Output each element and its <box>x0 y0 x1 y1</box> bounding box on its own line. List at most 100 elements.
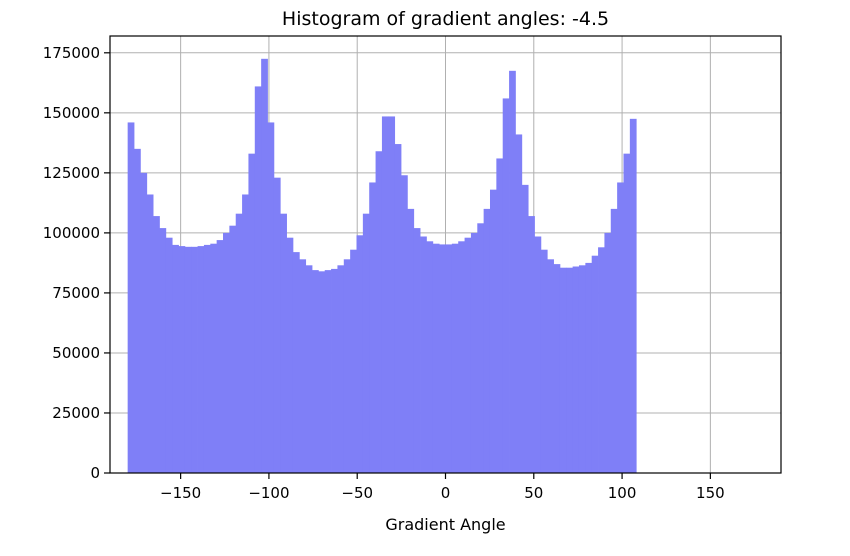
histogram-bar <box>578 265 586 473</box>
y-tick-label: 125000 <box>43 164 100 182</box>
histogram-bar <box>394 144 402 474</box>
histogram-bar <box>629 118 637 473</box>
y-tick-label: 25000 <box>52 404 100 422</box>
histogram-bar <box>553 264 561 473</box>
histogram-bars <box>127 58 637 474</box>
histogram-bar <box>401 175 408 473</box>
x-tick-label: 150 <box>696 484 725 502</box>
histogram-bar <box>362 213 370 473</box>
histogram-bar <box>521 184 529 473</box>
histogram-bar <box>528 216 535 474</box>
histogram-bar <box>286 237 294 473</box>
histogram-bar <box>591 255 599 473</box>
histogram-bar <box>254 86 262 473</box>
histogram-bar <box>210 243 218 473</box>
x-tick-label: −100 <box>248 484 289 502</box>
histogram-bar <box>197 246 205 473</box>
histogram-bar <box>470 232 478 473</box>
histogram-bar <box>337 265 345 473</box>
histogram-bar <box>203 244 211 473</box>
y-tick-label: 50000 <box>52 344 100 362</box>
histogram-bar <box>451 243 459 473</box>
histogram-bar <box>184 246 192 473</box>
histogram-bar <box>280 213 287 473</box>
histogram-bar <box>464 237 472 473</box>
histogram-bar <box>191 246 198 473</box>
y-tick-label: 100000 <box>43 224 100 242</box>
histogram-bar <box>432 243 440 473</box>
x-tick-label: −150 <box>160 484 201 502</box>
histogram-bar <box>369 182 376 473</box>
histogram-bar <box>216 240 224 473</box>
histogram-bar <box>413 228 421 473</box>
histogram-bar <box>534 236 542 473</box>
histogram-bar <box>292 252 300 473</box>
y-axis: 0 25000 50000 75000 100000 125000 150000 175000 <box>43 44 110 482</box>
y-tick-label: 150000 <box>43 104 100 122</box>
x-tick-label: −50 <box>341 484 373 502</box>
histogram-bar <box>318 271 326 473</box>
histogram-bar <box>509 70 516 474</box>
histogram-bar <box>273 177 281 473</box>
y-tick-label: 75000 <box>52 284 100 302</box>
x-tick-label: 0 <box>441 484 451 502</box>
histogram-bar <box>502 98 510 473</box>
histogram-bar <box>477 223 485 473</box>
histogram-bar <box>559 267 567 473</box>
histogram-bar <box>623 153 631 473</box>
histogram-bar <box>178 246 186 473</box>
histogram-bar <box>572 266 580 473</box>
histogram-bar <box>458 241 465 473</box>
chart-title: Histogram of gradient angles: -4.5 <box>282 8 609 30</box>
histogram-bar <box>407 208 415 473</box>
x-axis-label: Gradient Angle <box>385 515 505 534</box>
histogram-bar <box>127 122 135 473</box>
histogram-bar <box>165 237 173 473</box>
histogram-bar <box>381 116 389 473</box>
histogram-bar <box>496 158 504 473</box>
histogram-bar <box>540 249 548 473</box>
histogram-bar <box>547 259 554 473</box>
histogram-bar <box>375 151 383 473</box>
histogram-bar <box>324 270 332 473</box>
histogram-bar <box>134 148 141 473</box>
histogram-bar <box>331 268 338 473</box>
histogram-bar <box>598 247 605 473</box>
histogram-bar <box>489 189 497 473</box>
x-tick-label: 50 <box>524 484 543 502</box>
histogram-bar <box>420 236 427 473</box>
histogram-bar <box>483 208 491 473</box>
histogram-bar <box>445 244 453 473</box>
histogram-bar <box>229 225 237 473</box>
histogram-bar <box>159 228 167 473</box>
histogram-bar <box>343 259 351 473</box>
histogram-bar <box>172 244 179 473</box>
histogram-bar <box>261 58 268 474</box>
histogram-bar <box>305 265 313 473</box>
y-tick-label: 0 <box>90 464 100 482</box>
histogram-bar <box>140 172 148 473</box>
histogram-bar <box>604 232 612 473</box>
histogram-bar <box>242 194 249 473</box>
histogram-bar <box>439 244 446 473</box>
histogram-bar <box>515 134 523 473</box>
histogram-bar <box>388 116 396 473</box>
histogram-bar <box>566 267 574 473</box>
histogram-bar <box>585 262 593 473</box>
histogram-bar <box>146 194 154 473</box>
histogram-bar <box>267 122 275 473</box>
histogram-bar <box>610 208 618 473</box>
histogram-bar <box>312 270 319 473</box>
histogram-bar <box>248 153 256 473</box>
histogram-bar <box>350 249 357 473</box>
histogram-bar <box>223 232 230 473</box>
histogram-bar <box>235 213 243 473</box>
x-axis: −150 −100 −50 0 50 100 150 <box>160 473 725 502</box>
histogram-bar <box>426 241 434 473</box>
histogram-bar <box>153 216 160 474</box>
y-tick-label: 175000 <box>43 44 100 62</box>
histogram-bar <box>356 235 364 473</box>
x-tick-label: 100 <box>608 484 637 502</box>
